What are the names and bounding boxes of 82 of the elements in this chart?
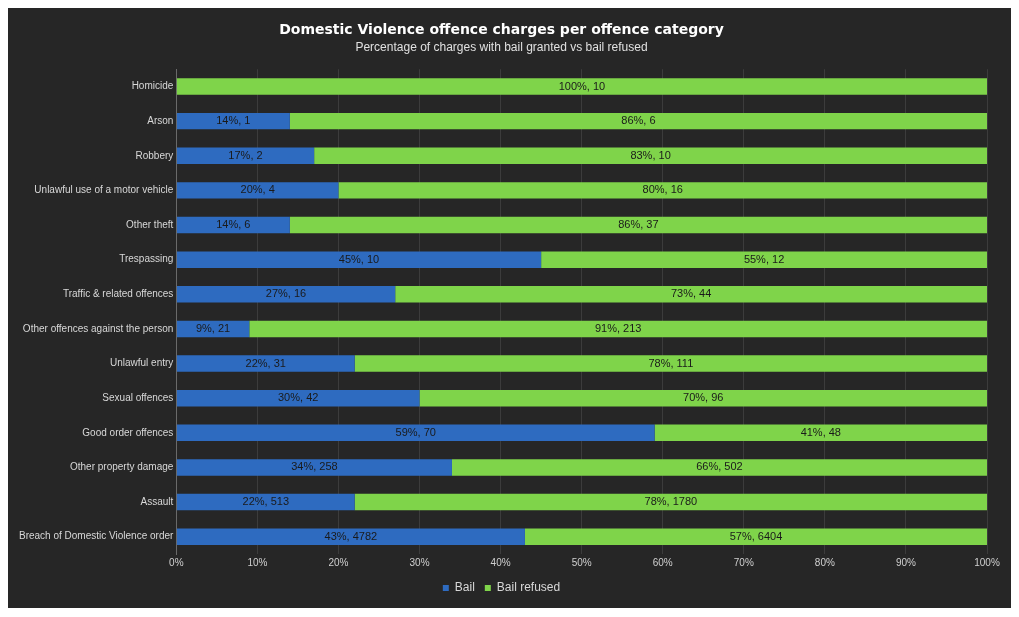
x-tick-label: 90% [895, 556, 917, 568]
x-tick-label: 100% [974, 556, 1000, 568]
legend-label: Bail [454, 580, 475, 595]
data-label: 45%, 10 [338, 252, 380, 265]
data-label: 86%, 37 [618, 218, 659, 231]
data-label: 43%, 4782 [324, 529, 378, 542]
bar [354, 493, 987, 511]
x-tick-label: 30% [409, 556, 430, 568]
bar [395, 286, 987, 303]
y-tick-label: Trespassing [119, 253, 174, 265]
data-label: 9%, 21 [195, 321, 231, 334]
data-label: 78%, 1780 [644, 495, 698, 508]
data-label: 83%, 10 [630, 148, 671, 161]
y-tick-label: Unlawful entry [109, 357, 174, 369]
bar [419, 389, 987, 407]
bar [524, 528, 987, 545]
bar [176, 251, 542, 268]
bar [176, 182, 339, 199]
data-label: 14%, 1 [216, 114, 251, 127]
data-label: 34%, 258 [291, 460, 338, 473]
chart-title: Domestic Violence offence charges per offence category [279, 21, 724, 38]
data-label: 41%, 48 [800, 425, 841, 438]
bar [176, 493, 355, 511]
data-label: 80%, 16 [642, 183, 683, 196]
y-tick-label: Sexual offences [102, 391, 174, 403]
y-tick-label: Other theft [126, 218, 174, 230]
y-tick-label: Assault [140, 495, 174, 507]
data-label: 20%, 4 [240, 183, 275, 196]
data-label: 70%, 96 [683, 391, 724, 404]
bar [354, 355, 987, 372]
data-label: 86%, 6 [621, 114, 656, 127]
bar [176, 424, 655, 442]
x-tick-label: 80% [814, 556, 835, 568]
y-tick-label: Unlawful use of a motor vehicle [34, 184, 174, 196]
bar [541, 251, 987, 268]
legend-label: Bail refused [496, 580, 561, 595]
y-tick-label: Homicide [131, 80, 174, 92]
bar [176, 389, 420, 407]
data-label: 100%, 10 [558, 79, 606, 92]
y-tick-label: Arson [147, 114, 174, 126]
x-tick-label: 10% [247, 556, 268, 568]
data-label: 59%, 70 [395, 425, 436, 438]
x-tick-label: 40% [490, 556, 511, 568]
bar [314, 147, 987, 164]
bar [176, 286, 396, 303]
x-tick-label: 70% [733, 556, 754, 568]
data-label: 91%, 213 [594, 321, 642, 334]
data-label: 22%, 513 [242, 495, 289, 508]
data-label: 55%, 12 [743, 252, 785, 265]
bar [176, 459, 452, 476]
y-tick-label: Good order offences [82, 426, 174, 438]
bar [451, 459, 987, 476]
y-tick-label: Other property damage [69, 461, 174, 473]
y-tick-label: Traffic & related offences [62, 288, 174, 300]
y-tick-label: Breach of Domestic Violence order [18, 530, 174, 542]
data-label: 14%, 6 [216, 218, 251, 231]
bar [249, 320, 987, 338]
bar [289, 216, 987, 234]
bar [654, 424, 987, 442]
x-tick-label: 60% [652, 556, 673, 568]
bar [338, 182, 987, 199]
bar [176, 112, 290, 130]
bar [176, 528, 525, 545]
x-tick-label: 0% [169, 556, 184, 568]
data-label: 66%, 502 [696, 460, 743, 473]
data-label: 30%, 42 [278, 391, 319, 404]
bar [176, 147, 315, 164]
chart-subtitle: Percentage of charges with bail granted vs bail refused [355, 40, 648, 55]
data-label: 22%, 31 [245, 356, 286, 369]
data-label: 27%, 16 [265, 287, 307, 300]
y-tick-label: Other offences against the person [22, 322, 174, 334]
data-label: 17%, 2 [228, 148, 263, 161]
y-tick-label: Robbery [135, 149, 174, 161]
data-label: 73%, 44 [670, 287, 712, 300]
bar [289, 112, 987, 130]
bar [176, 355, 355, 372]
x-tick-label: 20% [328, 556, 349, 568]
data-label: 78%, 111 [648, 356, 694, 369]
bar [176, 216, 290, 234]
bar [176, 78, 987, 95]
x-tick-label: 50% [571, 556, 592, 568]
data-label: 57%, 6404 [729, 529, 783, 542]
